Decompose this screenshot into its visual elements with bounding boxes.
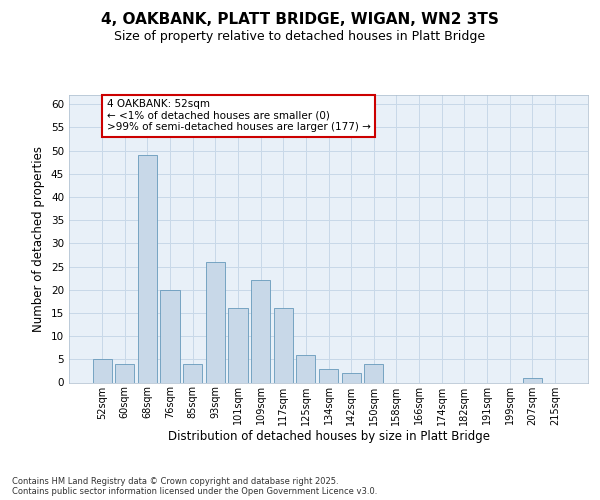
Bar bbox=[115, 364, 134, 382]
Bar bbox=[183, 364, 202, 382]
Bar bbox=[296, 354, 316, 382]
Bar bbox=[206, 262, 225, 382]
Bar bbox=[92, 360, 112, 382]
Text: 4, OAKBANK, PLATT BRIDGE, WIGAN, WN2 3TS: 4, OAKBANK, PLATT BRIDGE, WIGAN, WN2 3TS bbox=[101, 12, 499, 28]
Bar bbox=[229, 308, 248, 382]
Bar bbox=[138, 156, 157, 382]
Bar bbox=[274, 308, 293, 382]
X-axis label: Distribution of detached houses by size in Platt Bridge: Distribution of detached houses by size … bbox=[167, 430, 490, 443]
Bar bbox=[319, 368, 338, 382]
Bar bbox=[251, 280, 270, 382]
Text: Contains HM Land Registry data © Crown copyright and database right 2025.
Contai: Contains HM Land Registry data © Crown c… bbox=[12, 476, 377, 496]
Text: Size of property relative to detached houses in Platt Bridge: Size of property relative to detached ho… bbox=[115, 30, 485, 43]
Bar bbox=[341, 373, 361, 382]
Bar bbox=[364, 364, 383, 382]
Text: 4 OAKBANK: 52sqm
← <1% of detached houses are smaller (0)
>99% of semi-detached : 4 OAKBANK: 52sqm ← <1% of detached house… bbox=[107, 100, 371, 132]
Bar bbox=[160, 290, 180, 382]
Y-axis label: Number of detached properties: Number of detached properties bbox=[32, 146, 46, 332]
Bar bbox=[523, 378, 542, 382]
